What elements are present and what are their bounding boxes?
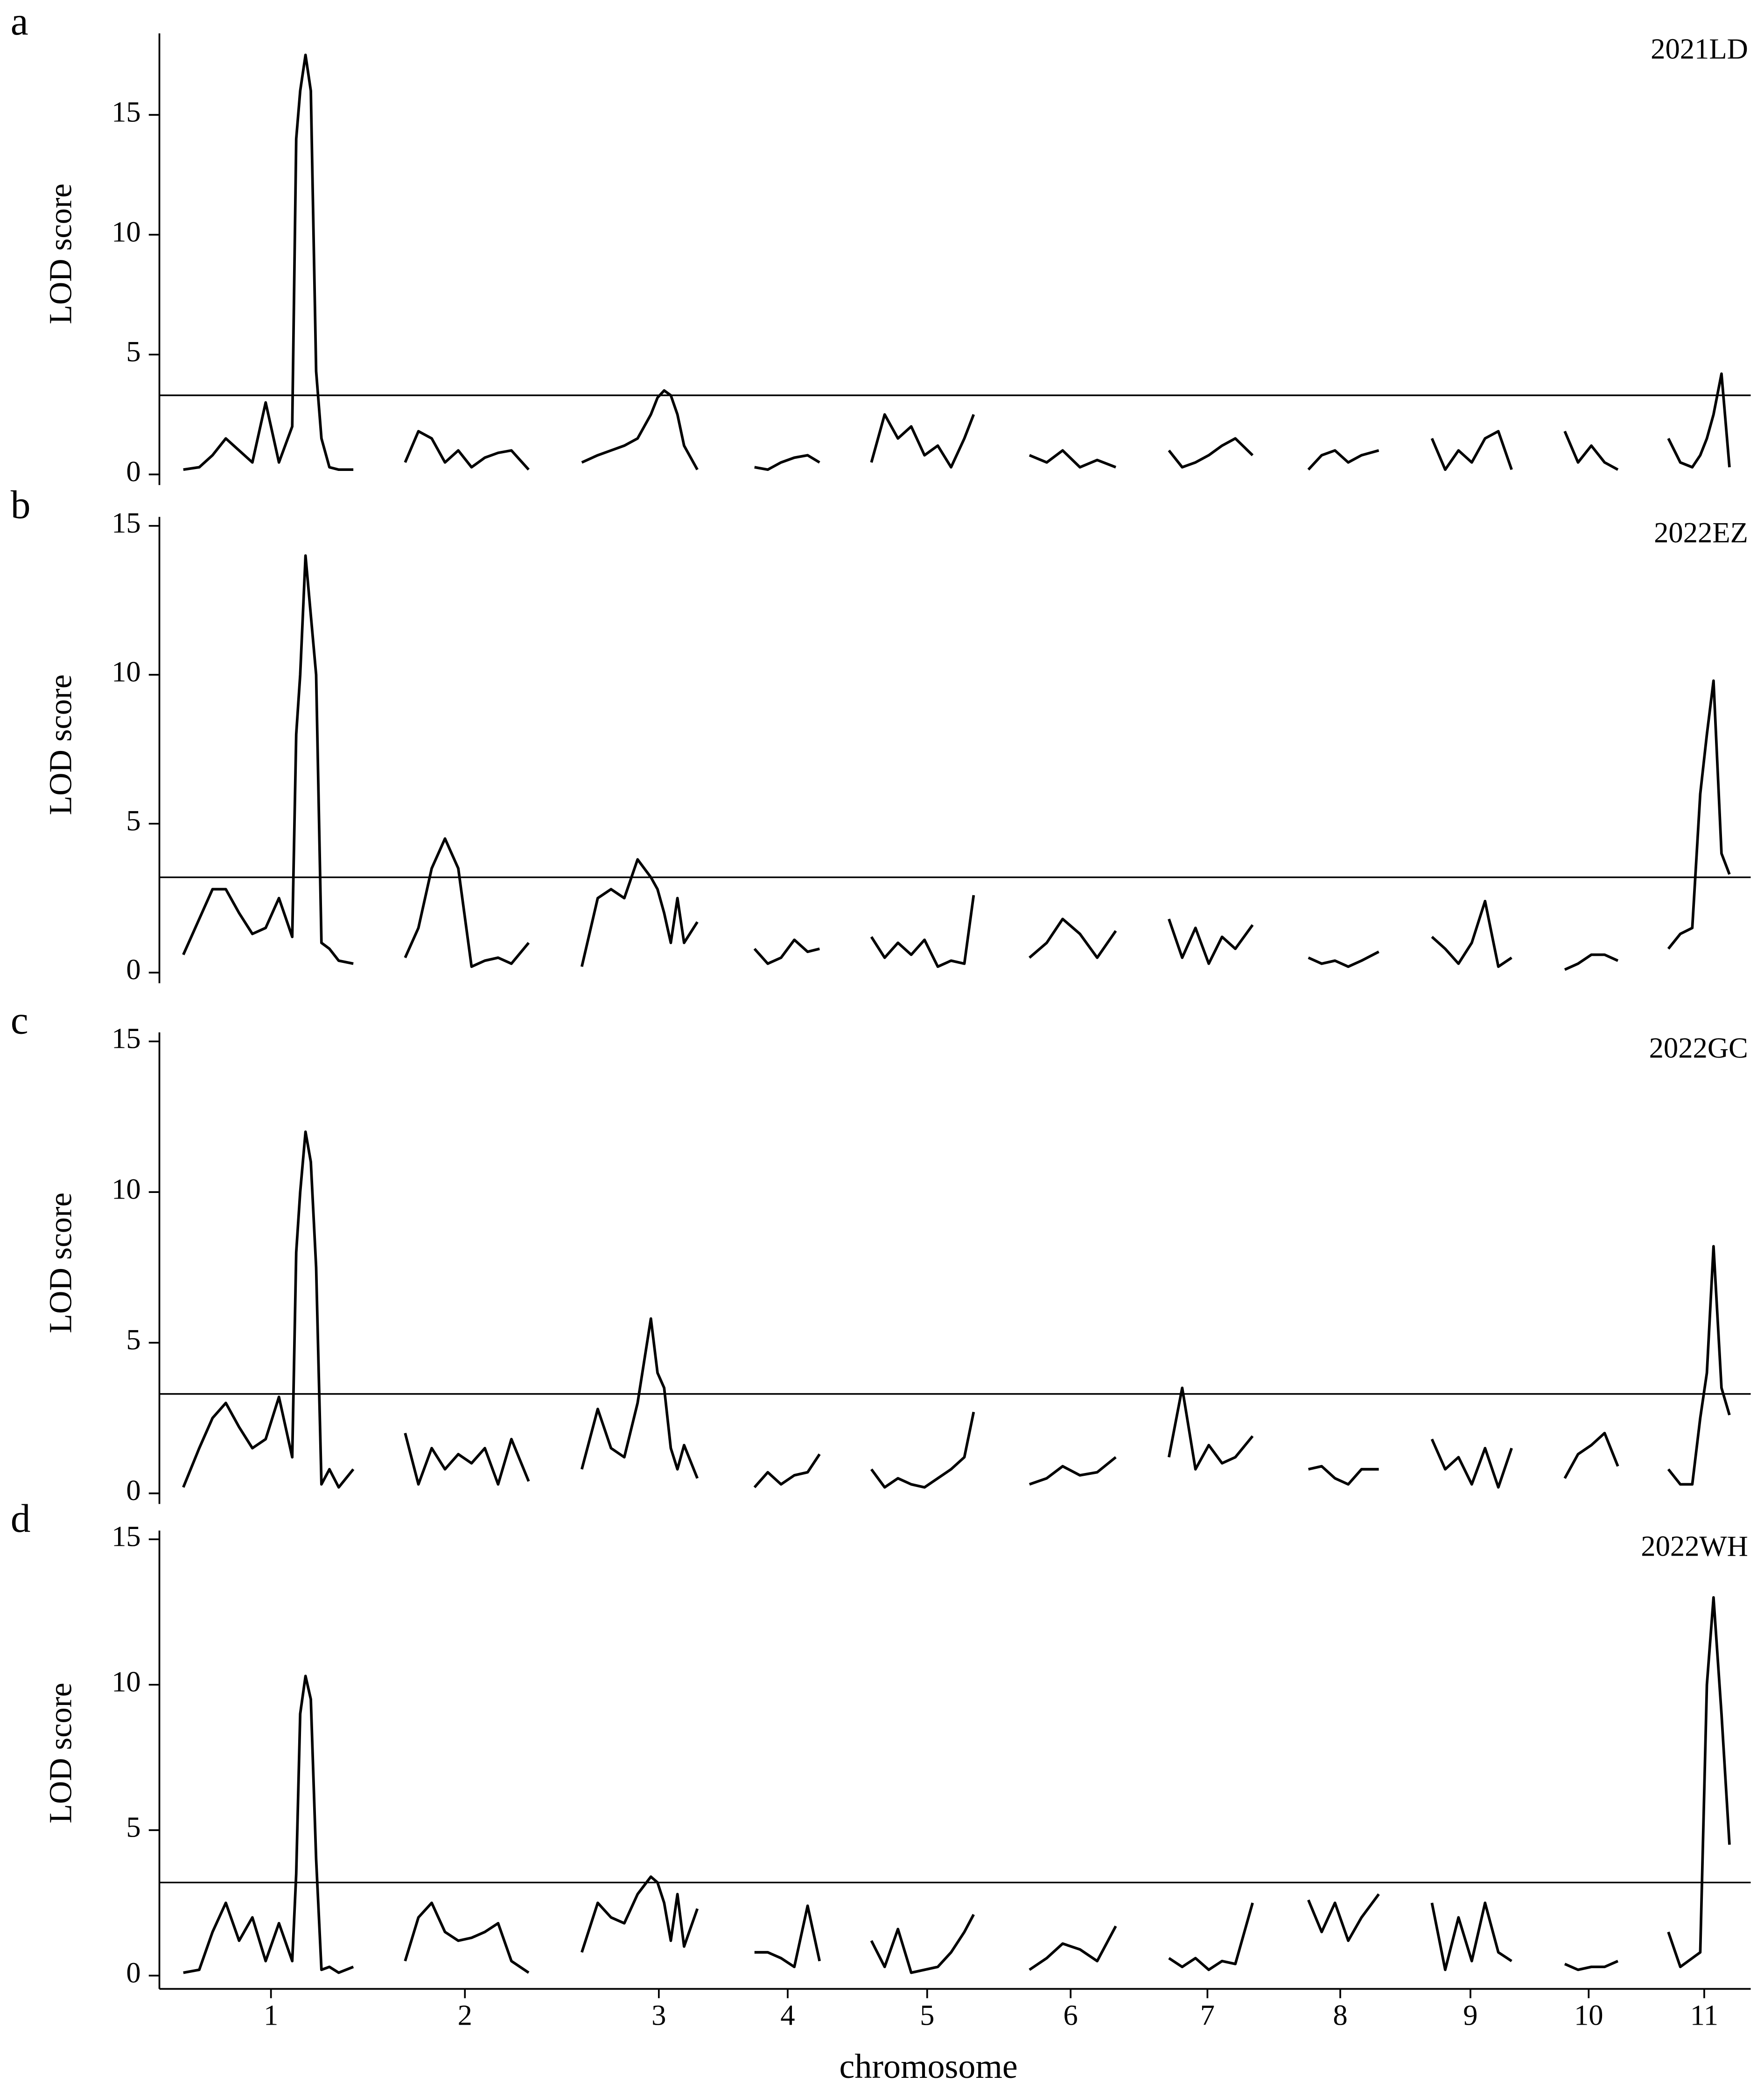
y-tick-label: 0 [126, 1956, 140, 1989]
x-tick-label: 8 [1333, 1999, 1347, 2031]
x-tick-label: 6 [1064, 1999, 1078, 2031]
panel-title: 2022GC [1649, 1031, 1748, 1064]
y-tick-label: 15 [112, 1520, 141, 1552]
y-axis-label: LOD score [42, 1683, 78, 1823]
y-tick-label: 15 [112, 506, 141, 539]
panel-title: 2021LD [1651, 33, 1748, 65]
x-tick-label: 2 [458, 1999, 472, 2031]
panel-label: b [11, 483, 31, 527]
x-tick-label: 5 [920, 1999, 934, 2031]
y-tick-label: 10 [112, 655, 141, 688]
y-tick-label: 10 [112, 1665, 141, 1698]
y-tick-label: 5 [126, 335, 140, 368]
x-tick-label: 1 [264, 1999, 278, 2031]
lod-curve [182, 554, 1731, 971]
y-tick-label: 0 [126, 455, 140, 488]
panel-label: d [11, 1497, 31, 1541]
lod-curve [183, 1596, 1731, 1974]
y-tick-label: 10 [112, 215, 141, 248]
y-tick-label: 10 [112, 1172, 141, 1205]
y-axis-label: LOD score [42, 674, 78, 815]
y-tick-label: 15 [112, 1022, 141, 1055]
x-tick-label: 9 [1463, 1999, 1477, 2031]
x-tick-label: 4 [780, 1999, 795, 2031]
x-axis-label: chromosome [839, 2048, 1017, 2086]
y-tick-label: 5 [126, 1323, 140, 1356]
panel-label: c [11, 998, 28, 1042]
x-tick-label: 7 [1200, 1999, 1215, 2031]
panel-title: 2022EZ [1654, 516, 1748, 549]
y-tick-label: 5 [126, 1811, 140, 1844]
y-tick-label: 0 [126, 953, 140, 986]
lod-curve [182, 1130, 1731, 1489]
lod-curve [183, 53, 1731, 471]
y-axis-label: LOD score [42, 183, 78, 324]
y-tick-label: 0 [126, 1474, 140, 1507]
x-tick-label: 3 [651, 1999, 666, 2031]
y-tick-label: 5 [126, 804, 140, 837]
x-tick-label: 10 [1574, 1999, 1603, 2031]
y-axis-label: LOD score [42, 1192, 78, 1333]
y-tick-label: 15 [112, 95, 141, 128]
panel-title: 2022WH [1641, 1530, 1748, 1563]
x-tick-label: 11 [1690, 1999, 1718, 2031]
panel-label: a [11, 0, 28, 43]
